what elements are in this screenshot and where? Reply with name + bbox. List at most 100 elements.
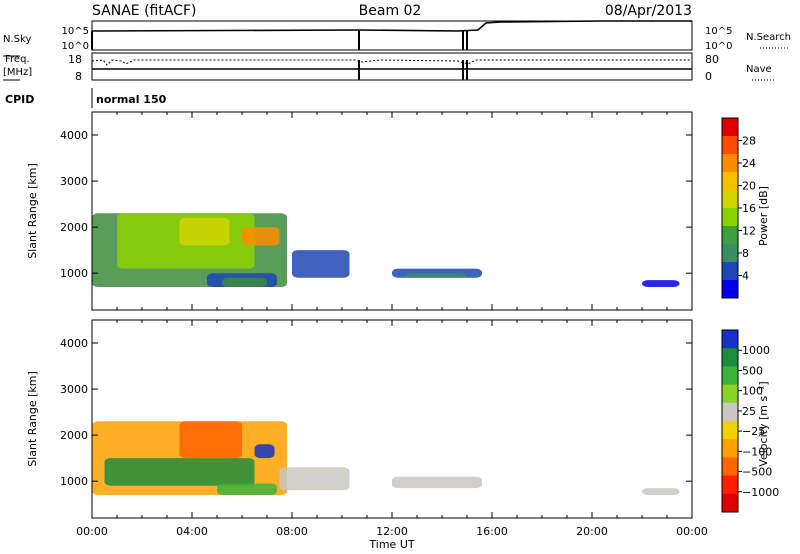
colorbar-segment [722, 244, 738, 263]
freq-unit: [MHz] [3, 67, 32, 78]
velocity-y-ticks: 4000 3000 2000 1000 [60, 337, 692, 488]
data-patch [392, 476, 482, 489]
freq-tick-bottom: 8 [75, 70, 82, 83]
colorbar-segment [722, 190, 738, 209]
freq-panel-frame [91, 52, 693, 81]
power-x-ticks [91, 112, 693, 310]
freq-tick-top: 18 [68, 53, 82, 66]
velocity-colorbar-label: Velocity [m s⁻¹] [757, 381, 770, 466]
data-patch [279, 467, 350, 491]
colorbar-segment [722, 208, 738, 227]
colorbar-tick-label: 8 [742, 247, 749, 260]
colorbar-tick-label: 16 [742, 202, 756, 215]
power-ylabel: Slant Range [km] [26, 163, 39, 259]
y-tick-label: 2000 [60, 221, 88, 234]
nsky-tick-bottom: 10^0 [62, 41, 89, 52]
velocity-x-ticks [91, 320, 693, 518]
colorbar-segment [722, 280, 738, 299]
nave-trace [91, 59, 692, 66]
x-tick-label: 04:00 [176, 525, 208, 538]
colorbar-segment [722, 172, 738, 191]
x-tick-label: 20:00 [576, 525, 608, 538]
date-label: 08/Apr/2013 [605, 3, 692, 19]
colorbar-segment [722, 366, 738, 386]
colorbar-tick-label: 500 [742, 364, 763, 377]
data-patch [292, 250, 350, 278]
data-patch [222, 277, 267, 287]
nsearch-tick-top: 10^5 [705, 26, 732, 37]
data-patch [404, 273, 467, 278]
data-patch [242, 227, 280, 246]
figure-title: SANAE (fitACF) [92, 3, 196, 19]
colorbar-tick-label: −100 [742, 445, 772, 458]
colorbar-tick-label: −25 [742, 425, 765, 438]
colorbar-tick-label: 4 [742, 270, 749, 283]
cpid-value: normal 150 [96, 93, 167, 106]
colorbar-frame [721, 329, 739, 513]
nsky-tick-top: 10^5 [62, 26, 89, 37]
colorbar-segment [722, 421, 738, 440]
colorbar-tick-label: −500 [742, 466, 772, 479]
colorbar-segment [722, 457, 738, 477]
colorbar-tick-label: −1000 [742, 486, 779, 499]
nsearch-label: N.Search [746, 32, 791, 43]
colorbar-tick-label: 25 [742, 405, 756, 418]
colorbar-segment [722, 136, 738, 155]
y-tick-label: 3000 [60, 175, 88, 188]
colorbar-tick-label: 28 [742, 135, 756, 148]
power-colorbar-label: Power [dB] [757, 186, 770, 246]
nsky-panel-frame [91, 20, 693, 51]
y-tick-label: 4000 [60, 129, 88, 142]
data-patch [642, 488, 680, 495]
colorbar-segment [722, 330, 738, 349]
nave-tick-bottom: 0 [705, 70, 712, 83]
colorbar-tick-label: 12 [742, 225, 756, 238]
data-patch [217, 483, 277, 495]
colorbar-segment [722, 118, 738, 137]
x-tick-label: 00:00 [676, 525, 708, 538]
nsky-label: N.Sky [3, 34, 31, 45]
velocity-ylabel: Slant Range [km] [26, 371, 39, 467]
velocity-colorbar: 1000 500 100 25 −25 −100 −500 −1000 [721, 329, 779, 513]
power-colorbar: 28 24 20 16 12 8 4 [721, 117, 756, 299]
nave-tick-top: 80 [705, 53, 719, 66]
velocity-data-patches [92, 421, 680, 495]
x-tick-labels: 00:00 04:00 08:00 12:00 16:00 20:00 00:00 [76, 525, 708, 538]
colorbar-segment [722, 226, 738, 245]
y-tick-label: 2000 [60, 429, 88, 442]
data-patch [179, 217, 230, 246]
power-y-ticks: 4000 3000 2000 1000 [60, 129, 692, 280]
colorbar-segment [722, 493, 738, 513]
colorbar-tick-label: 24 [742, 157, 756, 170]
beam-label: Beam 02 [359, 3, 422, 19]
data-patch [254, 444, 275, 459]
colorbar-segment [722, 154, 738, 173]
colorbar-tick-label: 1000 [742, 344, 770, 357]
x-tick-label: 08:00 [276, 525, 308, 538]
x-tick-label: 12:00 [376, 525, 408, 538]
colorbar-tick-label: 100 [742, 385, 763, 398]
x-tick-label: 00:00 [76, 525, 108, 538]
y-tick-label: 1000 [60, 475, 88, 488]
power-data-patches [92, 213, 680, 287]
colorbar-segment [722, 439, 738, 458]
colorbar-segment [722, 262, 738, 281]
power-panel: 4000 3000 2000 1000 Slant Range [km] 28 24 20… [26, 111, 770, 311]
colorbar-tick-label: 20 [742, 180, 756, 193]
colorbar-segment [722, 384, 738, 404]
data-patch [179, 421, 242, 459]
data-patch [104, 458, 255, 486]
freq-label: Freq. [5, 54, 30, 65]
velocity-panel: 4000 3000 2000 1000 Slant Range [km] 1000 50… [26, 319, 779, 519]
nsearch-tick-bottom: 10^0 [705, 41, 732, 52]
colorbar-segment [722, 475, 738, 495]
cpid-label: CPID [5, 93, 34, 106]
y-tick-label: 1000 [60, 267, 88, 280]
colorbar-segment [722, 402, 738, 422]
y-tick-label: 4000 [60, 337, 88, 350]
nave-label: Nave [746, 64, 772, 75]
x-axis-label: Time UT [368, 538, 414, 551]
nsky-trace [91, 20, 692, 32]
y-tick-label: 3000 [60, 383, 88, 396]
